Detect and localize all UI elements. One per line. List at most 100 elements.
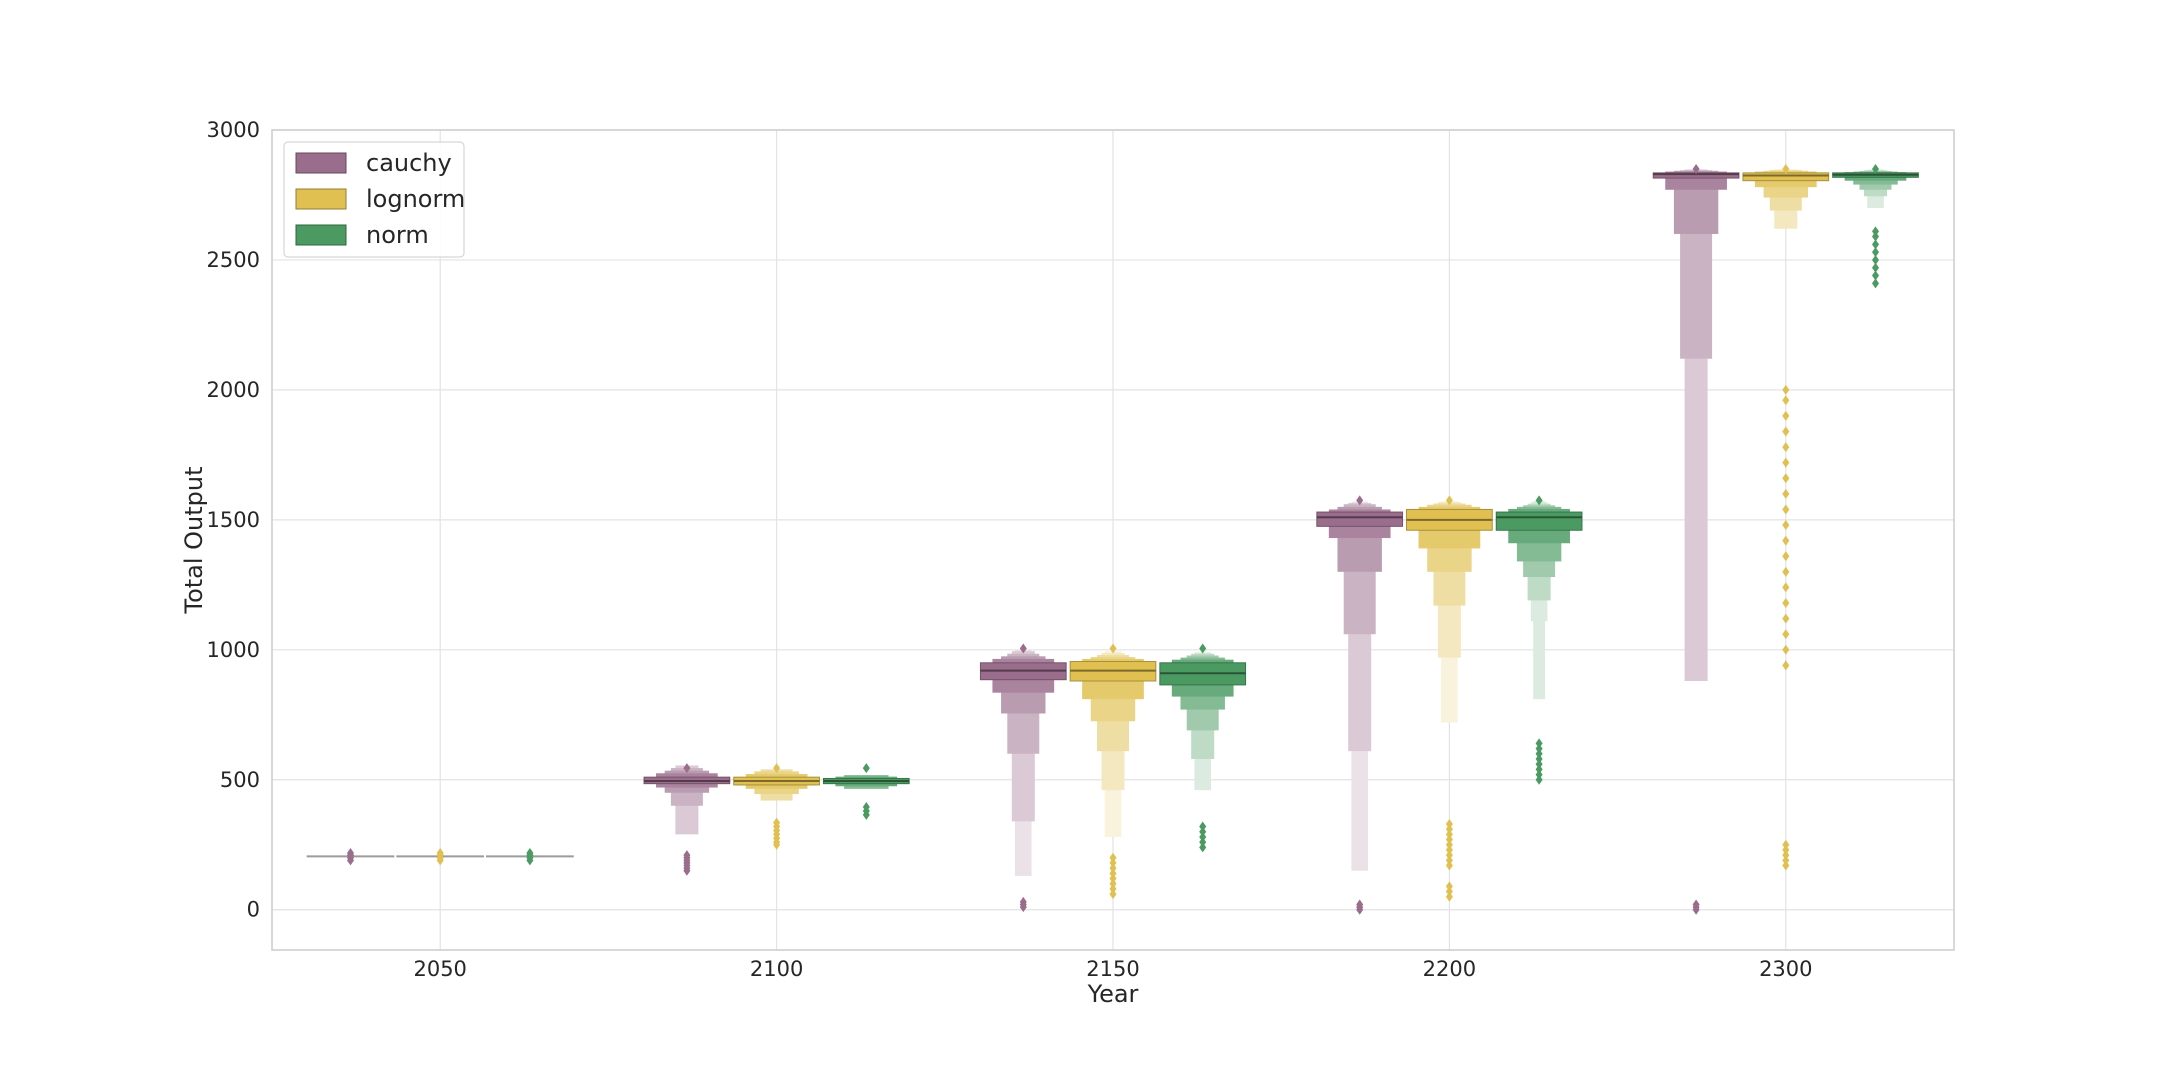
outlier-point (1199, 831, 1207, 842)
outlier-point (1692, 899, 1700, 910)
outlier-point (862, 763, 870, 774)
outlier-point (1535, 769, 1543, 780)
outlier-point (1782, 410, 1790, 421)
outlier-point (1356, 495, 1364, 506)
outlier-point (1782, 551, 1790, 562)
outlier-point (1782, 384, 1790, 395)
boxen-level-rect (1742, 172, 1830, 182)
outlier-point (1535, 738, 1543, 749)
outlier-point (1872, 231, 1880, 242)
outlier-point (1535, 495, 1543, 506)
outlier-point (1019, 643, 1027, 654)
outlier-point (1872, 278, 1880, 289)
y-tick-label: 1500 (207, 508, 260, 532)
outlier-point (1872, 262, 1880, 273)
outlier-point (1535, 764, 1543, 775)
boxen-norm-2050 (486, 848, 574, 866)
outlier-point (1445, 824, 1453, 835)
outlier-point (1872, 239, 1880, 250)
x-tick-label: 2300 (1759, 957, 1812, 981)
outlier-point (1109, 643, 1117, 654)
legend-swatch-lognorm (295, 188, 347, 210)
outlier-point (1109, 889, 1117, 900)
x-axis-label: Year (1087, 980, 1139, 1008)
outlier-point (1782, 566, 1790, 577)
boxen-lognorm-2150 (1069, 643, 1157, 900)
outlier-point (1109, 878, 1117, 889)
outlier-point (1782, 844, 1790, 855)
boxen-cauchy-2200 (1316, 495, 1404, 915)
outlier-point (1535, 748, 1543, 759)
outlier-point (1445, 855, 1453, 866)
outlier-point (1782, 163, 1790, 174)
outlier-point (1782, 660, 1790, 671)
outlier-point (862, 802, 870, 813)
outlier-point (1445, 850, 1453, 861)
outlier-point (1782, 442, 1790, 453)
boxen-norm-2150 (1159, 643, 1247, 853)
boxen-level-rect (1495, 511, 1583, 531)
legend-label-cauchy: cauchy (366, 149, 452, 177)
outlier-point (1782, 520, 1790, 531)
boxen-lognorm-2300 (1742, 163, 1830, 871)
legend-label-lognorm: lognorm (366, 185, 465, 213)
outlier-point (1782, 644, 1790, 655)
outlier-point (1782, 488, 1790, 499)
boxen-cauchy-2100 (643, 763, 731, 876)
outlier-point (1782, 457, 1790, 468)
boxen-level-rect (1316, 511, 1404, 527)
outlier-point (1445, 495, 1453, 506)
legend-label-norm: norm (366, 221, 429, 249)
x-tick-label: 2200 (1423, 957, 1476, 981)
outlier-point (1445, 844, 1453, 855)
boxen-lognorm-2100 (733, 763, 820, 850)
boxen-lognorm-2200 (1406, 495, 1493, 902)
outlier-point (683, 850, 691, 861)
outlier-point (1782, 473, 1790, 484)
outlier-point (1199, 842, 1207, 853)
outlier-point (1109, 852, 1117, 863)
y-tick-label: 2500 (207, 248, 260, 272)
boxen-cauchy-2300 (1652, 163, 1740, 915)
outlier-point (1535, 753, 1543, 764)
outlier-point (1445, 818, 1453, 829)
outlier-point (1445, 860, 1453, 871)
y-axis-label: Total Output (180, 466, 208, 614)
outlier-point (1872, 226, 1880, 237)
outlier-point (1872, 270, 1880, 281)
y-tick-label: 3000 (207, 118, 260, 142)
outlier-point (1692, 163, 1700, 174)
outlier-point (1109, 863, 1117, 874)
x-tick-label: 2050 (413, 957, 466, 981)
outlier-point (1199, 837, 1207, 848)
outlier-point (773, 817, 781, 828)
plot-frame (271, 129, 1955, 951)
outlier-point (1445, 886, 1453, 897)
outlier-point (1535, 743, 1543, 754)
outlier-point (1445, 829, 1453, 840)
boxen-lognorm-2050 (396, 848, 485, 866)
x-tick-label: 2100 (750, 957, 803, 981)
axis-ticks: 0 500 1000 1500 2000 2500 3000 2050 2100 2150 2200… (207, 118, 1813, 981)
outlier-point (1535, 759, 1543, 770)
boxen-cauchy-2050 (306, 848, 395, 866)
outlier-point (1782, 839, 1790, 850)
outlier-point (1199, 821, 1207, 832)
outlier-point (1535, 774, 1543, 785)
outlier-point (1782, 535, 1790, 546)
outlier-point (1445, 881, 1453, 892)
outlier-point (1019, 896, 1027, 907)
outlier-point (683, 763, 691, 774)
outlier-point (1109, 857, 1117, 868)
outlier-point (1445, 839, 1453, 850)
legend-swatch-cauchy (295, 152, 347, 174)
outlier-point (1782, 860, 1790, 871)
outlier-point (1445, 891, 1453, 902)
chart-marks (306, 163, 1919, 915)
outlier-point (526, 848, 534, 859)
outlier-point (1782, 598, 1790, 609)
legend-swatch-norm (295, 224, 347, 246)
y-tick-label: 0 (247, 898, 260, 922)
outlier-point (1199, 643, 1207, 654)
